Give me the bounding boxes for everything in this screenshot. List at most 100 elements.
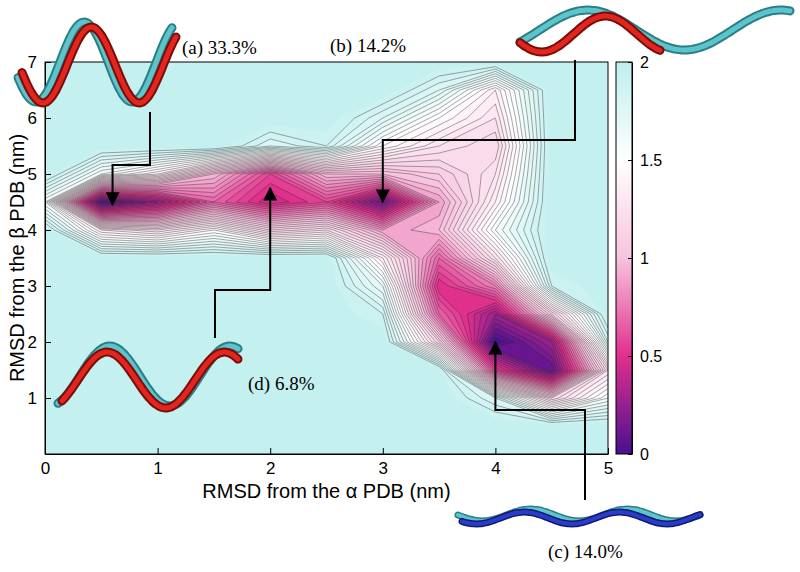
tick: 5 [28,165,51,184]
structure-ribbon [520,16,660,52]
tick-label: 2 [640,54,649,71]
tick-mark [608,448,609,454]
axis-line [45,63,46,455]
contour-level [45,62,608,454]
chart-container: 0 1 2 3 4 5 1 2 3 4 5 6 7 RMSD from the α PDB (nm) RMS… [0,0,800,572]
contour-level [45,62,608,454]
tick-mark [270,448,271,454]
contour-level [45,62,608,454]
tick-label: 0 [640,446,649,463]
tick-label: 3 [379,459,388,478]
tick: 2 [266,448,275,478]
tick: 4 [28,221,51,240]
tick: 1.5 [628,152,662,169]
contour-level [45,62,608,454]
annotation-label: (c) 14.0% [548,541,623,563]
tick: 3 [28,277,51,296]
contour-level [45,62,608,454]
annotation-label: (b) 14.2% [330,35,406,57]
contour-level [45,62,608,454]
tick-label: 7 [28,53,37,72]
tick-mark [45,342,51,343]
annotation-arrow [383,60,575,202]
tick-mark [45,230,51,231]
tick-label: 5 [604,459,613,478]
tick-mark [628,356,632,357]
contour-level [45,62,608,454]
tick: 0.5 [628,348,662,365]
structure-images [18,10,790,524]
contour-level [45,62,608,454]
structure-ribbon [62,352,238,408]
tick: 1 [153,448,162,478]
contour-level [45,62,608,454]
tick: 4 [491,448,500,478]
contour-level [45,62,608,454]
axis-line [632,63,633,455]
tick-mark [628,160,632,161]
tick-label: 2 [266,459,275,478]
contour-level [45,62,608,454]
contour-level [45,62,608,454]
tick-mark [45,62,51,63]
contour-level [45,62,608,454]
chart-svg: 0 1 2 3 4 5 1 2 3 4 5 6 7 RMSD from the α PDB (nm) RMS… [0,0,800,572]
contour-level [45,62,608,454]
structure-ribbon [462,512,700,524]
contour-level [45,62,608,454]
tick-label: 0 [41,459,50,478]
tick-mark [158,448,159,454]
annotations: (a) 33.3% (b) 14.2% (c) 14.0% (d) 6.8% [113,35,624,563]
contour-level [45,62,608,454]
tick-mark [495,448,496,454]
tick-mark [45,286,51,287]
contour-level [45,62,608,454]
contour-level [45,62,608,454]
axis-line [46,454,609,455]
structure-ribbon [22,27,176,103]
annotation-arrow [113,112,150,205]
tick-label: 1.5 [640,152,662,169]
contour-level [45,62,608,454]
tick-label: 4 [491,459,500,478]
contour-level [45,62,608,454]
structure-ribbon [22,27,176,103]
plot-frame [45,62,608,454]
tick-label: 6 [28,109,37,128]
contour-level [45,62,608,454]
contour-level [45,62,608,454]
contour-level [45,62,608,454]
tick-label: 4 [28,221,37,240]
tick-mark [45,174,51,175]
annotation-arrow [215,188,270,338]
structure-ribbon [462,512,700,524]
annotation-label: (a) 33.3% [182,37,257,59]
tick-label: 1 [153,459,162,478]
contour-level [45,62,608,454]
contour-level [45,62,608,454]
contour-level [45,62,608,454]
tick-mark [45,398,51,399]
tick-mark [628,454,632,455]
tick: 1 [28,389,51,408]
tick: 7 [28,53,51,72]
contour-level [45,62,608,454]
x-axis-title: RMSD from the α PDB (nm) [202,480,450,502]
structure-ribbon [520,16,660,52]
tick-mark [628,258,632,259]
y-axis-title: RMSD from the β PDB (nm) [6,134,28,382]
tick-label: 2 [28,333,37,352]
contour-level [45,62,608,454]
contour-level [45,62,608,454]
tick: 2 [28,333,51,352]
contour-level [45,62,608,454]
tick-label: 5 [28,165,37,184]
contour-level [45,62,608,454]
tick-mark [45,118,51,119]
contour-level [45,62,608,454]
colorbar [616,62,632,454]
contour-level [45,62,608,454]
annotation-label: (d) 6.8% [248,373,315,395]
tick-mark [628,62,632,63]
contour-level [45,62,608,454]
